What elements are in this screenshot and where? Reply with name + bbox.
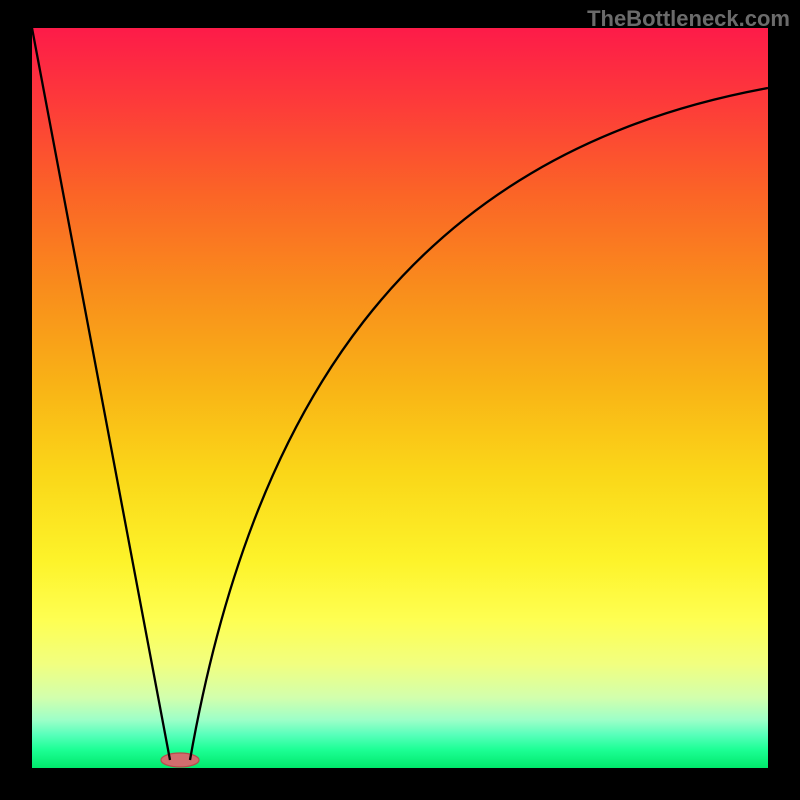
- chart-container: TheBottleneck.com: [0, 0, 800, 800]
- baseline-bar: [32, 768, 768, 800]
- bottleneck-chart: [0, 0, 800, 800]
- watermark-text: TheBottleneck.com: [587, 6, 790, 32]
- optimal-marker: [161, 753, 199, 767]
- plot-area: [32, 28, 768, 768]
